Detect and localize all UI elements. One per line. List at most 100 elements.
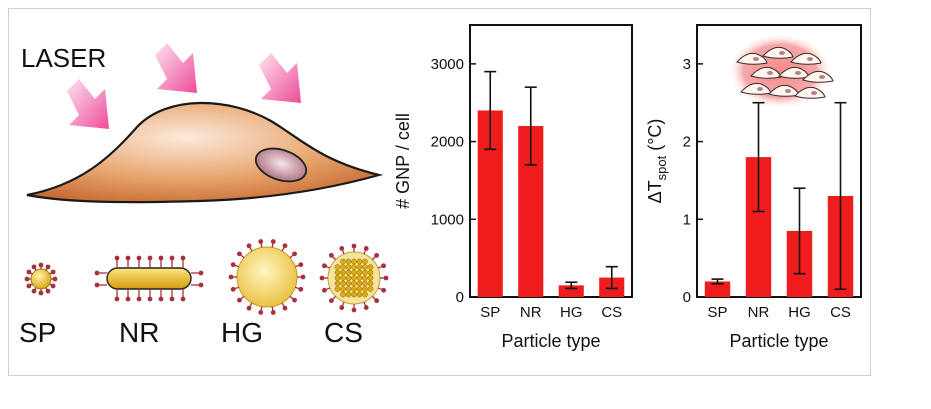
cs-grain [345,286,352,292]
cs-grain [340,291,346,298]
cs-grain [367,269,374,276]
ligand [270,239,276,244]
ligand [24,276,30,282]
hg-particle-icon [236,246,298,308]
y-tick-label: 2 [683,134,691,151]
cs-grain [356,275,363,281]
nucleus [254,147,308,183]
ligand [38,290,44,296]
mini-nucleus [811,91,817,95]
x-tick-label: NR [748,304,770,321]
ligand [45,288,51,294]
ligand [258,239,264,244]
nr-particle-icon [106,267,192,290]
ligand [258,310,264,315]
particle-label-hg: HG [221,317,263,348]
y-tick-label: 3000 [431,56,464,73]
y-tick-label: 2000 [431,134,464,151]
figure-canvas: LASER SP NR HG CS 0 1000 2000 3000 SP NR HG CS… [19,24,862,351]
ligand [363,305,369,310]
ligand [237,251,242,257]
ligand [381,287,386,293]
cs-grain [345,269,352,276]
cs-grain [351,258,357,265]
cs-grain [362,280,368,287]
cs-grain [362,264,368,270]
y-axis-label: ΔTspot (°C) [645,119,669,204]
plot-frame [469,24,633,298]
particle-label-sp: SP [19,317,56,348]
ligand [198,270,204,276]
y-tick-label: 3 [683,56,691,73]
x-tick-label: CS [601,304,622,321]
ligand [381,263,386,269]
ligand [237,297,242,303]
cs-grain [351,291,357,298]
y-tick-label: 1 [683,211,691,228]
cs-grain [362,275,368,281]
laser-label: LASER [21,43,106,73]
particle-row [24,239,389,315]
cs-grain [367,264,374,270]
cs-grain [356,264,363,270]
cs-grain [340,258,346,265]
heated-cells-inset [728,33,834,109]
ligand [246,243,252,249]
cs-grain [362,269,368,276]
cs-grain [356,269,363,276]
cs-grain [367,286,374,292]
mini-nucleus [795,71,801,75]
ligand [52,276,58,282]
x-tick-label: CS [830,304,851,321]
ligand [147,296,153,302]
cs-grain [334,286,341,292]
cs-grain [340,286,346,292]
ligand [319,275,325,281]
cs-grain [345,264,352,270]
ligand [363,246,369,251]
bar-hg [558,285,584,297]
ligand [328,298,334,304]
mini-cell-icon [736,52,768,65]
mini-cell-icon [778,66,810,79]
x-tick-label: SP [707,304,727,321]
ligand [282,305,288,311]
x-tick-label: SP [480,304,500,321]
plot-frame [696,24,862,298]
ligand [26,283,32,289]
ligand [169,255,175,261]
ligand [125,255,131,261]
ligand [147,255,153,261]
ligand [339,305,345,310]
mini-nucleus [757,87,763,91]
cs-grain [345,275,352,281]
cs-grain [351,264,357,270]
x-axis-label: Particle type [729,331,828,351]
mini-cell-icon [762,46,794,59]
laser-arrow-icon [67,79,109,129]
cs-grain [340,269,346,276]
ligand [31,264,37,270]
mini-cell-icon [768,84,800,97]
cs-grain [362,291,368,298]
ligand [94,270,100,276]
x-tick-label: NR [520,304,542,321]
ligand [114,255,120,261]
y-tick-label: 1000 [431,211,464,228]
ligand [158,255,164,261]
ligand [50,269,56,275]
mini-cell-icon [802,70,834,83]
y-tick-label: 0 [683,289,691,306]
cs-grain [351,275,357,281]
ligand [228,274,234,280]
mini-cell-icon [740,82,772,95]
ligand [31,288,37,294]
cs-grain [351,280,357,287]
cs-grain [367,275,374,281]
ligand [298,262,304,268]
ligand [298,286,304,292]
ligand [339,246,345,251]
figure-frame: LASER SP NR HG CS 0 1000 2000 3000 SP NR HG CS… [8,8,871,376]
ligand [94,282,100,288]
ligand [282,243,288,249]
